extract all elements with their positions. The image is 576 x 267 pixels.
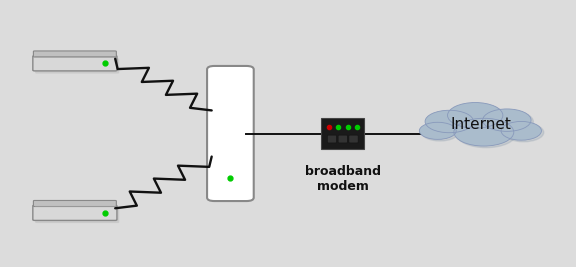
Text: broadband
modem: broadband modem [305,165,381,193]
FancyBboxPatch shape [349,135,358,143]
FancyBboxPatch shape [327,135,336,143]
FancyBboxPatch shape [33,201,116,207]
FancyBboxPatch shape [33,56,117,71]
FancyBboxPatch shape [33,205,117,221]
Circle shape [456,120,516,148]
Ellipse shape [425,110,473,133]
Circle shape [422,124,458,141]
Circle shape [485,111,533,133]
Text: Internet: Internet [450,117,511,132]
Ellipse shape [483,109,531,131]
Circle shape [450,104,505,130]
FancyBboxPatch shape [35,58,119,73]
FancyBboxPatch shape [207,66,253,201]
Circle shape [427,112,476,134]
Ellipse shape [501,121,541,140]
FancyBboxPatch shape [321,118,364,149]
FancyBboxPatch shape [33,51,116,57]
Circle shape [503,123,544,142]
Ellipse shape [419,122,456,139]
Ellipse shape [454,118,514,146]
Ellipse shape [448,103,503,128]
FancyBboxPatch shape [35,208,119,223]
FancyBboxPatch shape [338,135,347,143]
